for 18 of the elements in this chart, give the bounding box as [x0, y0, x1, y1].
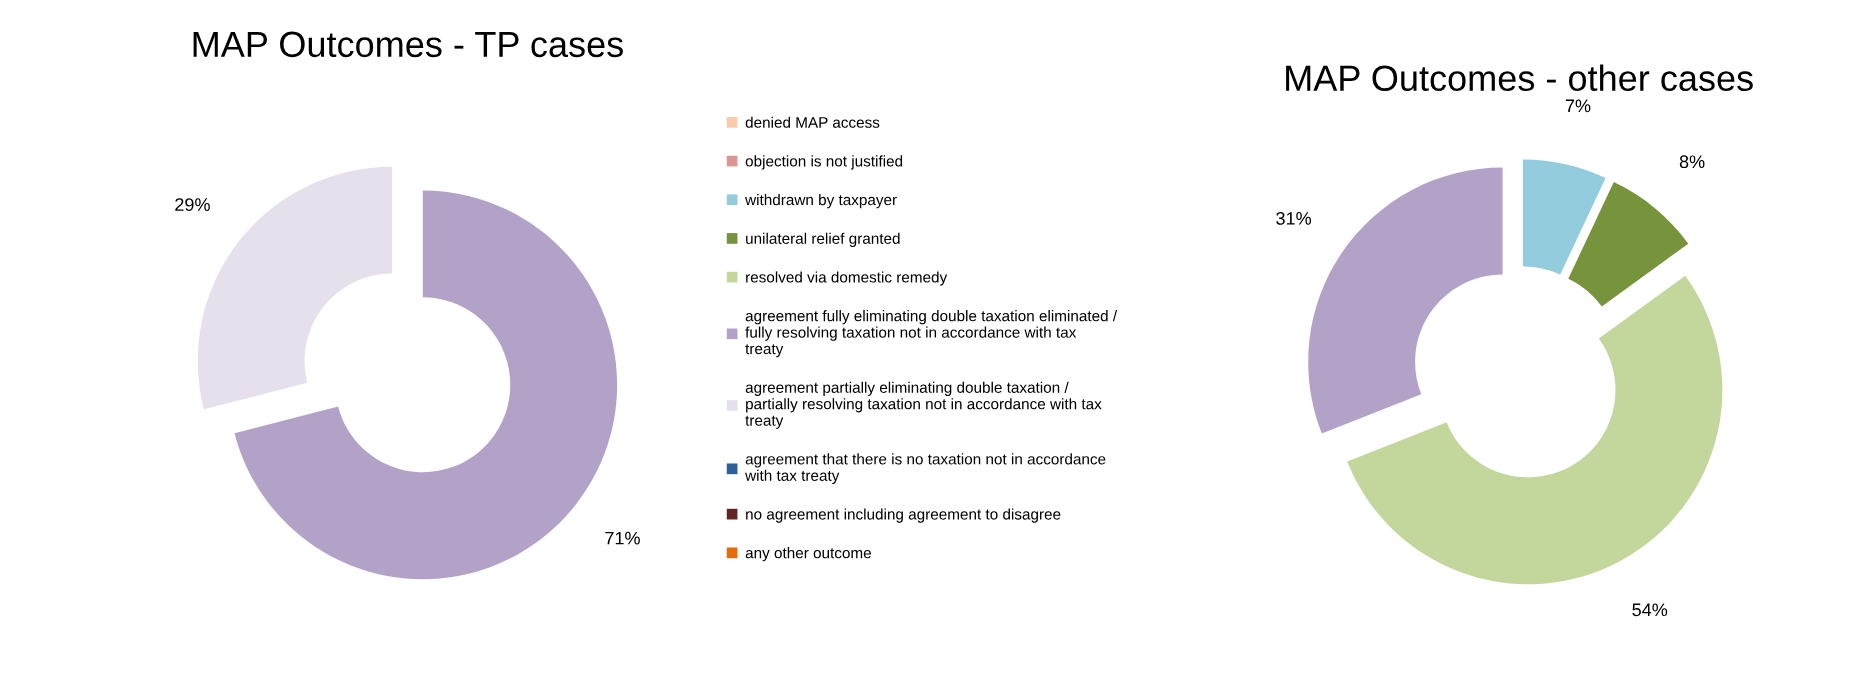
- chart-title: MAP Outcomes - other cases: [1286, 64, 1753, 92]
- legend-label: objection is not justified: [745, 155, 903, 170]
- data-label: 29%: [175, 198, 210, 211]
- legend-label: agreement fully eliminating double taxation eliminated / fully resolving taxation not in accordance with tax treaty: [745, 310, 1118, 358]
- data-label: 54%: [1632, 603, 1668, 617]
- legend-label: denied MAP access: [745, 116, 880, 128]
- data-label: 71%: [605, 531, 640, 545]
- legend-label: any other outcome: [745, 547, 871, 562]
- legend-label: no agreement including agreement to disagree: [746, 508, 1061, 523]
- legend-label: resolved via domestic remedy: [746, 271, 948, 286]
- legend-label: withdrawn by taxpayer: [745, 194, 897, 209]
- data-label: 7%: [1565, 99, 1591, 113]
- chart-title: MAP Outcomes - TP cases: [193, 31, 623, 58]
- data-label: 8%: [1679, 155, 1705, 169]
- legend-label: agreement partially eliminating double taxation / partially resolving taxation not in accordance with tax treaty: [745, 381, 1102, 429]
- legend-label: unilateral relief granted: [746, 232, 900, 247]
- data-label: 31%: [1276, 212, 1312, 225]
- legend-label: agreement that there is no taxation not in accordance with tax treaty: [745, 453, 1106, 484]
